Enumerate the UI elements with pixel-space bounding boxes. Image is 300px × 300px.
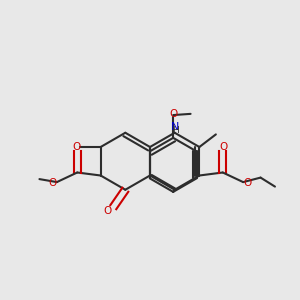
Text: O: O bbox=[219, 142, 227, 152]
Text: O: O bbox=[73, 142, 81, 152]
Text: O: O bbox=[169, 109, 177, 119]
Text: O: O bbox=[243, 178, 251, 188]
Text: N: N bbox=[171, 122, 179, 132]
Text: H: H bbox=[172, 126, 179, 135]
Text: O: O bbox=[103, 206, 111, 216]
Text: O: O bbox=[49, 178, 57, 188]
